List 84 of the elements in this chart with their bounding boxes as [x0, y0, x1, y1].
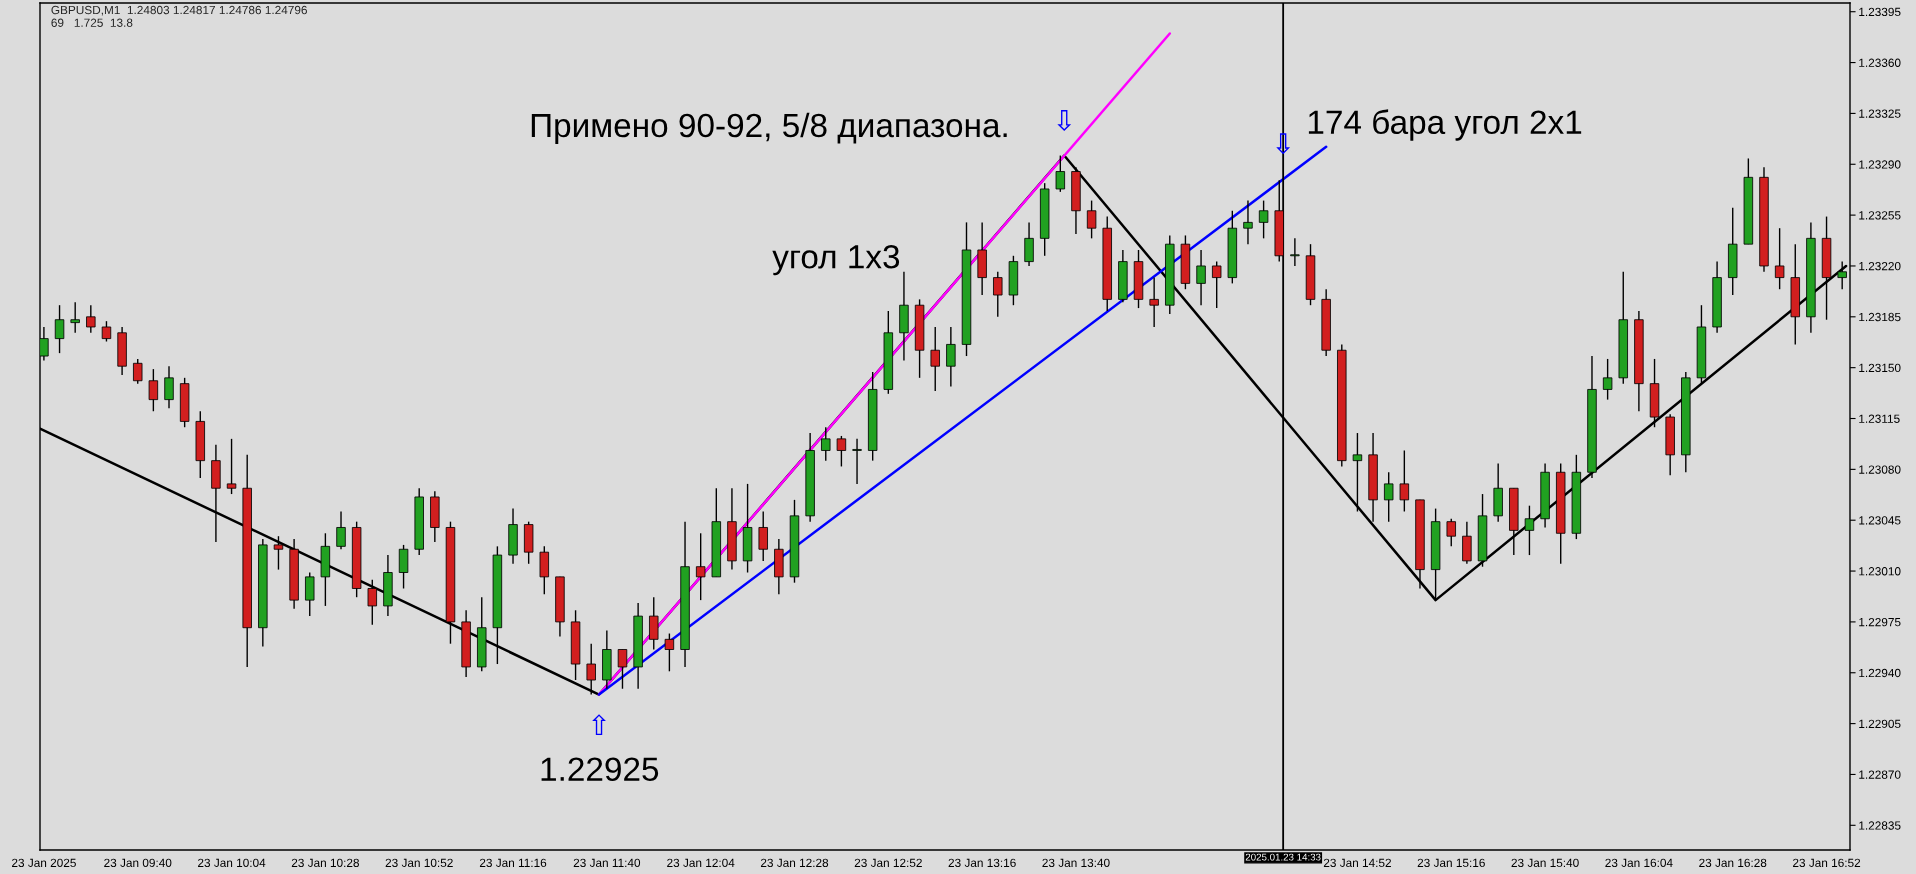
candlestick	[1243, 199, 1253, 245]
candlestick	[930, 326, 940, 392]
candlestick	[148, 368, 159, 412]
candlestick	[617, 648, 628, 690]
y-tick-label: 1.23360	[1859, 58, 1901, 67]
annotation: 1.22925	[541, 757, 659, 782]
x-tick-label: 23 Jan 10:52	[385, 858, 453, 867]
x-tick-label: 23 Jan 16:04	[1605, 858, 1673, 867]
x-tick-label: 23 Jan 15:16	[1417, 858, 1485, 867]
candlestick	[1446, 518, 1456, 548]
candlestick	[398, 544, 409, 590]
x-tick-label: 23 Jan 11:40	[573, 858, 641, 867]
y-tick-label: 1.23290	[1859, 160, 1901, 169]
y-tick-label: 1.22835	[1859, 821, 1901, 830]
x-tick-label: 23 Jan 2025	[12, 858, 76, 867]
candlestick	[836, 435, 847, 468]
candlestick	[367, 579, 378, 626]
annotation: Примено 90-92, 5/8 диапазона.	[531, 112, 1007, 144]
candlestick	[1399, 449, 1410, 513]
annotation: ⇧	[592, 714, 606, 736]
candlestick	[133, 358, 143, 385]
y-tick-label: 1.23220	[1859, 262, 1901, 271]
candlestick	[305, 571, 315, 617]
y-tick-label: 1.23150	[1859, 363, 1901, 373]
candlestick	[1602, 358, 1613, 401]
candlestick	[1196, 249, 1206, 306]
annotation: ⇩	[1057, 110, 1072, 132]
x-tick-label: 23 Jan 12:52	[854, 858, 922, 867]
y-tick-label: 1.23325	[1859, 109, 1901, 118]
y-tick-label: 1.23080	[1859, 465, 1901, 474]
x-tick-label: 23 Jan 16:52	[1793, 858, 1861, 867]
x-tick-label: 23 Jan 13:40	[1042, 858, 1110, 867]
annotation: 174 бара угол 2x1	[1308, 109, 1582, 141]
x-tick-label: 23 Jan 14:52	[1323, 858, 1391, 867]
candlestick	[1774, 227, 1785, 290]
y-tick-label: 1.22940	[1859, 668, 1901, 678]
y-tick-label: 1.23255	[1859, 211, 1901, 220]
candlestick	[1055, 154, 1066, 193]
candlestick	[336, 510, 346, 550]
x-tick-label: 23 Jan 13:16	[948, 858, 1016, 867]
y-tick-label: 1.23115	[1859, 414, 1900, 423]
candlestick	[821, 426, 831, 462]
candlestick	[1290, 237, 1300, 267]
candlestick	[649, 596, 659, 651]
candlestick	[1383, 471, 1394, 523]
candlestick	[1211, 260, 1222, 309]
y-tick-label: 1.23010	[1859, 567, 1901, 576]
candlestick	[226, 438, 237, 495]
x-tick-label: 23 Jan 10:04	[198, 858, 266, 867]
x-tick-label: 23 Jan 10:28	[291, 858, 359, 867]
candlestick	[101, 320, 112, 343]
candlestick	[852, 438, 862, 485]
candlestick	[1352, 432, 1363, 513]
candlestick	[164, 365, 174, 410]
candlestick	[946, 326, 956, 388]
text: 69 1.725 13.8	[51, 18, 133, 27]
candlestick	[70, 301, 80, 334]
y-tick-label: 1.23045	[1859, 516, 1901, 525]
y-tick-label: 1.22905	[1859, 719, 1901, 728]
candlestick	[1086, 199, 1097, 240]
candlestick	[664, 632, 675, 672]
x-tick-label: 23 Jan 09:40	[104, 858, 172, 867]
y-tick-label: 1.22975	[1859, 617, 1901, 627]
candlestick	[1149, 276, 1159, 328]
ref-line-label: 2025.01.23 14:33	[1245, 853, 1321, 861]
candlestick	[54, 304, 65, 354]
candlestick	[1258, 199, 1269, 240]
candlestick	[273, 535, 284, 571]
x-tick-label: 23 Jan 15:40	[1511, 858, 1579, 867]
candlestick	[86, 304, 96, 334]
candlestick	[993, 271, 1003, 318]
candlestick	[695, 532, 706, 601]
x-tick-label: 23 Jan 16:28	[1699, 858, 1767, 867]
annotation: угол 1x3	[772, 244, 900, 276]
y-tick-label: 1.23395	[1859, 7, 1901, 17]
candlestick	[1524, 504, 1535, 556]
candlestick	[758, 510, 768, 562]
y-tick-label: 1.23185	[1859, 312, 1901, 322]
y-tick-label: 1.22870	[1859, 770, 1901, 779]
candlestick	[1024, 221, 1034, 267]
x-tick-label: 23 Jan 11:16	[479, 858, 547, 867]
x-tick-label: 23 Jan 12:04	[667, 858, 735, 867]
chart-title: GBPUSD,M1 1.24803 1.24817 1.24786 1.24796	[51, 5, 307, 16]
x-tick-label: 23 Jan 12:28	[760, 858, 829, 867]
